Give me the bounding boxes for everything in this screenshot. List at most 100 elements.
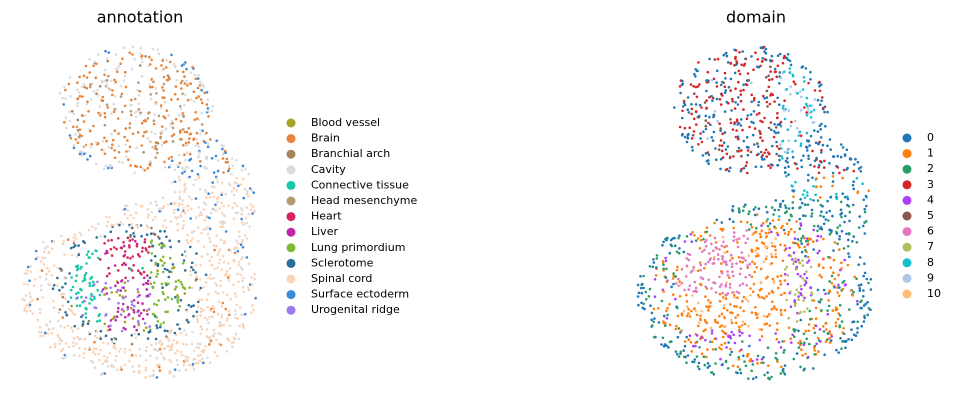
spot [171,266,174,270]
spot [792,251,796,254]
spot [95,141,98,144]
spot [224,193,228,196]
spot [846,195,849,198]
spot [770,206,774,209]
spot [142,329,146,332]
spot [748,344,751,348]
spot [686,137,690,140]
spot [783,166,787,169]
spot [735,290,739,294]
spot [852,333,856,337]
spot [78,231,81,234]
spot [698,346,701,349]
spot [690,350,694,353]
spot [144,349,148,353]
spot [194,144,197,148]
spot [678,280,681,283]
spot [831,180,835,183]
spot [183,292,187,295]
spot [713,221,716,225]
spot [129,235,132,239]
spot [66,324,70,328]
spot [746,153,750,157]
spot [183,329,186,332]
spot [161,264,165,267]
spot [798,261,802,265]
spot [722,240,725,244]
spot [47,269,51,273]
spot [777,215,781,218]
spot [228,167,231,170]
spot [774,332,777,335]
spot [158,369,162,372]
spot [107,166,110,170]
spot [831,214,834,218]
spot [28,305,31,309]
spot [764,47,768,51]
spot [828,209,831,213]
spot [76,118,80,122]
spot [692,344,695,348]
spot [239,183,243,186]
spot [188,286,191,289]
spot [758,328,761,331]
spot [207,292,210,296]
spot [726,367,730,370]
spot [161,59,164,62]
spot [244,167,247,171]
spot [106,106,110,109]
spot [710,136,714,139]
spot [720,262,723,265]
spot [803,245,806,249]
spot [130,113,133,117]
spot [822,237,825,241]
spot [130,223,133,226]
spot [783,291,786,295]
spot [686,108,689,111]
spot [750,120,753,124]
spot [75,342,79,346]
spot [678,283,682,287]
spot [805,111,808,114]
spot [743,360,746,363]
spot [728,282,732,286]
spot [799,318,803,322]
spot [206,356,209,360]
spot [181,172,184,175]
spot [728,276,731,279]
spot [721,291,724,295]
spot [813,349,816,352]
spot [757,104,760,107]
spot [183,130,187,134]
legend-marker [286,305,296,315]
spot [652,307,656,311]
spot [748,125,751,129]
spot [54,342,57,346]
spot [195,310,199,314]
spot [157,52,161,56]
spot [232,217,236,220]
legend-marker [286,196,296,206]
spot [863,262,866,266]
spot [867,189,870,193]
spot [217,300,221,304]
spot [677,236,680,240]
spot [176,164,180,167]
spot [39,288,43,292]
legend-marker [902,273,912,283]
spot [197,95,200,98]
spot [81,322,85,326]
spot [196,305,200,309]
spot [685,140,689,144]
spot [755,266,758,269]
legend-marker [286,212,296,222]
spot [83,299,86,303]
spot [773,100,776,103]
spot [683,340,687,343]
spot [818,103,822,106]
spot [86,158,89,161]
spot [767,164,770,167]
spot [660,343,663,346]
spot [107,145,110,149]
spot [754,306,757,309]
